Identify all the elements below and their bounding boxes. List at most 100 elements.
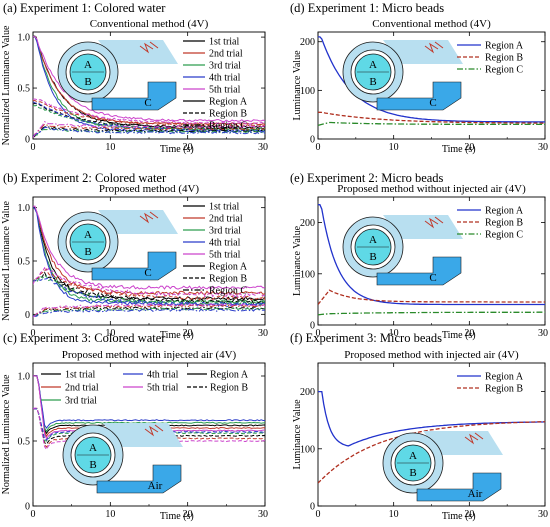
y-axis-label-c: Normalized Luminance Value bbox=[1, 374, 12, 494]
series-group-a bbox=[33, 35, 265, 138]
y-tick-label-b-2: 1.0 bbox=[18, 203, 31, 214]
legend-label-trial-1: 1st trial bbox=[209, 202, 239, 213]
legend-label-region-c: Region C bbox=[209, 121, 247, 132]
x-axis-label-b: Time (s) bbox=[160, 330, 194, 341]
y-tick-label-d-0: 0 bbox=[310, 135, 315, 146]
y-axis-label-b: Normalized Luminance Value bbox=[1, 201, 12, 321]
x-tick-label-d-1: 10 bbox=[389, 142, 399, 153]
y-tick-label-a-0: 0 bbox=[25, 135, 30, 146]
legend-label-region-a: Region A bbox=[210, 370, 249, 381]
inset-outlet-channel bbox=[376, 256, 462, 286]
inset-diagram-d: AB C bbox=[342, 40, 463, 111]
inset-inlet-channel bbox=[383, 40, 463, 64]
legend-label-region-b: Region B bbox=[209, 109, 247, 120]
inset-diagram-f: AB Air bbox=[382, 431, 503, 502]
panel-subtitle-c: Proposed method with injected air (4V) bbox=[62, 349, 237, 361]
series-line-b-t1-region-A bbox=[33, 205, 265, 301]
x-tick-label-c-3: 30 bbox=[258, 509, 268, 520]
legend-label-region-c: Region C bbox=[485, 65, 523, 76]
inset-outlet-channel bbox=[91, 81, 177, 111]
legend-label-region-a: Region A bbox=[485, 206, 524, 217]
legend-label-trial-2: 2nd trial bbox=[65, 383, 99, 394]
y-tick-label-f-1: 100 bbox=[300, 444, 315, 455]
y-axis-label-d: Luminance Value bbox=[292, 50, 303, 121]
panel-subtitle-d: Conventional method (4V) bbox=[372, 18, 491, 30]
x-tick-label-f-1: 10 bbox=[389, 509, 399, 520]
x-tick-label-c-2: 20 bbox=[183, 509, 193, 520]
inset-inlet-channel bbox=[98, 40, 178, 64]
inset-label-b: B bbox=[409, 467, 416, 479]
series-line-b-t5-region-B bbox=[33, 266, 265, 298]
panel-c: (c) Experiment 3: Colored water Proposed … bbox=[1, 331, 268, 522]
legend-label-region-a: Region A bbox=[209, 262, 248, 273]
inset-inlet-channel bbox=[423, 431, 503, 455]
series-line-d-region-C bbox=[318, 121, 545, 127]
inset-label-c: C bbox=[144, 267, 151, 279]
legend-label-region-c: Region C bbox=[485, 230, 523, 241]
panel-d: (d) Experiment 1: Micro beads Conventiona… bbox=[290, 1, 548, 155]
legend-label-region-a: Region A bbox=[209, 97, 248, 108]
y-tick-label-e-0: 0 bbox=[310, 321, 315, 332]
x-axis-label-d: Time (s) bbox=[442, 144, 476, 155]
series-group-f bbox=[318, 390, 545, 484]
inset-zigzag-arrow bbox=[434, 216, 444, 224]
inset-label-b: B bbox=[369, 76, 376, 88]
inset-label-c: C bbox=[144, 97, 151, 109]
inset-zigzag-arrow bbox=[149, 41, 159, 49]
legend-label-region-b: Region B bbox=[485, 384, 523, 395]
series-line-b-t3-region-B bbox=[33, 274, 265, 306]
x-tick-label-a-3: 30 bbox=[258, 142, 268, 153]
inset-label-air: Air bbox=[468, 488, 483, 500]
inset-label-air: Air bbox=[148, 480, 163, 492]
panel-a: (a) Experiment 1: Colored water Conventio… bbox=[1, 1, 268, 155]
legend-label-trial-2: 2nd trial bbox=[209, 49, 243, 60]
series-line-f-region-A bbox=[318, 390, 545, 447]
x-tick-label-e-3: 30 bbox=[538, 328, 548, 339]
x-tick-label-f-3: 30 bbox=[538, 509, 548, 520]
series-group-b bbox=[33, 205, 265, 318]
y-tick-label-d-2: 200 bbox=[300, 37, 315, 48]
series-line-a-t3-region-C bbox=[33, 128, 265, 137]
inset-label-a: A bbox=[369, 234, 377, 246]
y-axis-label-a: Normalized Luminance Value bbox=[1, 25, 12, 145]
y-tick-label-f-2: 200 bbox=[300, 387, 315, 398]
legend-label-trial-4: 4th trial bbox=[147, 370, 179, 381]
legend-label-trial-1: 1st trial bbox=[209, 37, 239, 48]
panel-title-d: (d) Experiment 1: Micro beads bbox=[290, 1, 444, 15]
x-axis-label-c: Time (s) bbox=[160, 511, 194, 522]
x-tick-label-e-0: 0 bbox=[316, 328, 321, 339]
inset-zigzag-arrow bbox=[154, 424, 164, 432]
inset-label-a: A bbox=[409, 450, 417, 462]
x-tick-label-a-2: 20 bbox=[183, 142, 193, 153]
panel-subtitle-b: Proposed method (4V) bbox=[99, 183, 200, 195]
inset-zigzag bbox=[464, 433, 479, 445]
x-tick-label-a-1: 10 bbox=[105, 142, 115, 153]
x-tick-label-b-0: 0 bbox=[31, 328, 36, 339]
x-axis-label-f: Time (s) bbox=[442, 511, 476, 522]
series-line-b-t3-region-C bbox=[33, 307, 265, 317]
y-axis-label-f: Luminance Value bbox=[292, 399, 303, 470]
series-line-a-t2-region-B bbox=[33, 99, 265, 127]
y-tick-label-c-0: 0 bbox=[25, 502, 30, 513]
panel-title-a: (a) Experiment 1: Colored water bbox=[3, 1, 166, 15]
y-axis-label-e: Luminance Value bbox=[292, 225, 303, 296]
series-line-b-t5-region-A bbox=[33, 205, 265, 290]
series-line-b-t2-region-A bbox=[33, 207, 265, 296]
legend-label-region-c: Region C bbox=[209, 286, 247, 297]
inset-label-c: C bbox=[429, 272, 436, 284]
x-tick-label-e-2: 20 bbox=[464, 328, 474, 339]
y-tick-label-a-2: 1.0 bbox=[18, 33, 31, 44]
y-tick-label-d-1: 100 bbox=[300, 86, 315, 97]
x-tick-label-d-3: 30 bbox=[538, 142, 548, 153]
inset-zigzag bbox=[139, 42, 154, 54]
y-tick-label-c-2: 1.0 bbox=[18, 372, 31, 383]
panel-title-b: (b) Experiment 2: Colored water bbox=[3, 171, 167, 185]
y-tick-label-f-0: 0 bbox=[310, 502, 315, 513]
inset-zigzag bbox=[424, 42, 439, 54]
panel-f: (f) Experiment 3: Micro beads Proposed me… bbox=[290, 331, 548, 522]
y-tick-label-c-1: 0.5 bbox=[18, 437, 31, 448]
inset-inlet-channel bbox=[103, 423, 183, 447]
legend-label-trial-2: 2nd trial bbox=[209, 214, 243, 225]
